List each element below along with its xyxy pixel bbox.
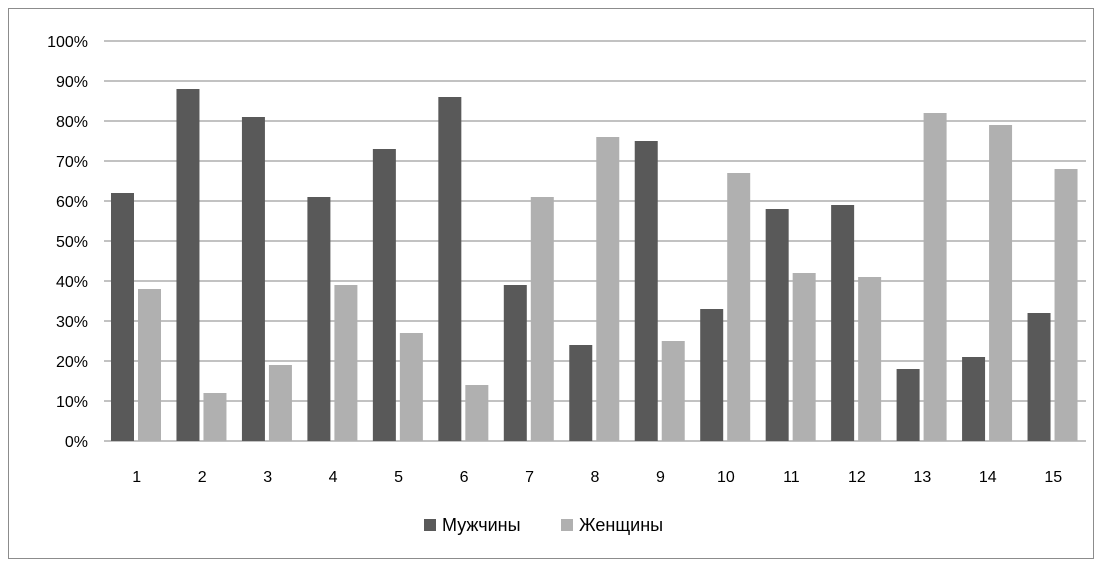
bar-men: [372, 149, 396, 441]
bar-women: [138, 289, 161, 441]
bar-men: [962, 357, 986, 441]
x-tick-label: 15: [1044, 469, 1062, 486]
x-tick-label: 12: [848, 469, 866, 486]
bar-women: [792, 273, 816, 441]
bar-men: [438, 97, 462, 441]
bar-men: [700, 309, 724, 441]
bar-women: [989, 125, 1013, 441]
legend-label-men: Мужчины: [442, 515, 521, 535]
bar-women: [399, 333, 423, 441]
bar-women: [923, 113, 947, 441]
x-tick-label: 14: [979, 469, 997, 486]
bar-men: [111, 193, 134, 441]
bar-men: [634, 141, 658, 441]
y-tick-label: 60%: [56, 194, 88, 211]
x-tick-label: 9: [656, 469, 665, 486]
bar-men: [307, 197, 331, 441]
x-tick-label: 8: [591, 469, 600, 486]
y-tick-label: 80%: [56, 114, 88, 131]
bar-men: [765, 209, 789, 441]
legend-swatch-women: [561, 519, 573, 531]
x-tick-label: 13: [913, 469, 931, 486]
legend-swatch-men: [424, 519, 436, 531]
y-tick-label: 70%: [56, 154, 88, 171]
x-tick-label: 5: [394, 469, 403, 486]
y-tick-label: 30%: [56, 314, 88, 331]
bar-women: [661, 341, 685, 441]
y-tick-label: 40%: [56, 274, 88, 291]
bar-men: [176, 89, 200, 441]
x-tick-label: 4: [329, 469, 338, 486]
bar-men: [503, 285, 527, 441]
bar-women: [1054, 169, 1078, 441]
y-tick-label: 90%: [56, 74, 88, 91]
bar-men: [831, 205, 855, 441]
legend-label-women: Женщины: [579, 515, 663, 535]
x-tick-label: 10: [717, 469, 735, 486]
x-tick-label: 6: [460, 469, 469, 486]
x-tick-label: 2: [198, 469, 207, 486]
bar-women: [858, 277, 882, 441]
bar-women: [268, 365, 292, 441]
y-tick-label: 0%: [65, 434, 88, 451]
x-tick-label: 11: [783, 469, 800, 486]
y-tick-label: 100%: [47, 34, 88, 51]
bar-women: [203, 393, 227, 441]
x-tick-label: 7: [525, 469, 534, 486]
x-tick-label: 1: [132, 469, 141, 486]
x-tick-label: 3: [263, 469, 272, 486]
bar-men: [241, 117, 265, 441]
bar-men: [569, 345, 593, 441]
y-tick-label: 50%: [56, 234, 88, 251]
bar-women: [530, 197, 554, 441]
bar-women: [727, 173, 751, 441]
y-tick-label: 10%: [56, 394, 88, 411]
bar-women: [596, 137, 620, 441]
bar-women: [465, 385, 489, 441]
bar-women: [334, 285, 358, 441]
bar-men: [1027, 313, 1051, 441]
y-tick-label: 20%: [56, 354, 88, 371]
bar-men: [896, 369, 920, 441]
